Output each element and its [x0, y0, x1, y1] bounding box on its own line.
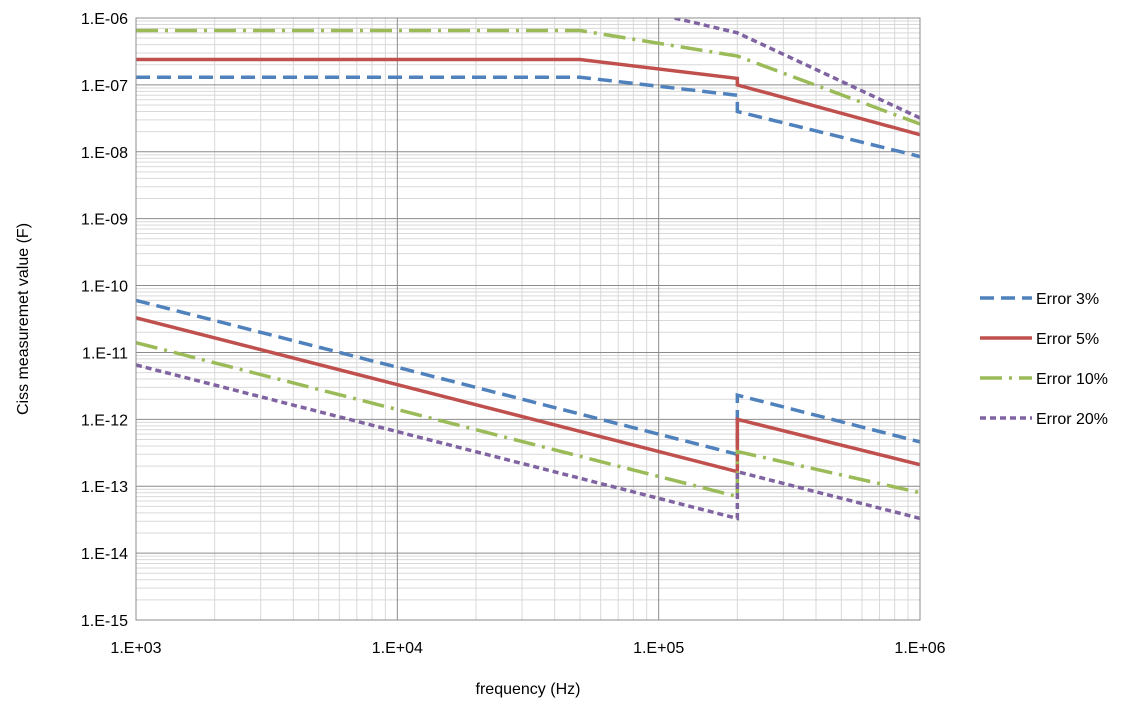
x-tick-label: 1.E+03	[110, 640, 161, 657]
y-tick-label: 1.E-06	[81, 11, 128, 28]
series-layer	[136, 18, 920, 521]
y-tick-label: 1.E-12	[81, 412, 128, 429]
series-1-upper-line	[136, 75, 920, 159]
series-4-upper-line	[674, 18, 920, 120]
series-4-lower-line	[136, 363, 920, 521]
series-2-upper-line	[136, 57, 920, 137]
x-tick-label: 1.E+06	[894, 640, 945, 657]
y-axis-title: Ciss measuremet value (F)	[15, 223, 32, 415]
y-tick-label: 1.E-10	[81, 279, 128, 296]
y-tick-label: 1.E-11	[82, 345, 128, 362]
y-tick-label: 1.E-14	[81, 546, 128, 563]
x-axis-ticks: 1.E+03 1.E+04 1.E+05 1.E+06	[110, 640, 945, 657]
y-tick-label: 1.E-13	[81, 479, 128, 496]
y-tick-label: 1.E-15	[81, 613, 128, 630]
x-tick-label: 1.E+05	[633, 640, 684, 657]
x-axis-title: frequency (Hz)	[476, 681, 581, 698]
legend-label: Error 10%	[1036, 371, 1108, 388]
legend: Error 3% Error 5% Error 10% Error 20%	[980, 291, 1108, 428]
x-tick-label: 1.E+04	[372, 640, 423, 657]
series-3-upper-line	[136, 28, 920, 126]
legend-label: Error 5%	[1036, 331, 1099, 348]
plot-area-frame	[135, 17, 921, 621]
y-axis-ticks: 1.E-15 1.E-14 1.E-13 1.E-12 1.E-11 1.E-10 1.E-…	[81, 11, 128, 630]
legend-label: Error 20%	[1036, 411, 1108, 428]
series-2-lower-line	[136, 316, 920, 474]
y-tick-label: 1.E-09	[81, 212, 128, 229]
y-tick-label: 1.E-07	[81, 78, 128, 95]
y-tick-label: 1.E-08	[81, 145, 128, 162]
legend-label: Error 3%	[1036, 291, 1099, 308]
